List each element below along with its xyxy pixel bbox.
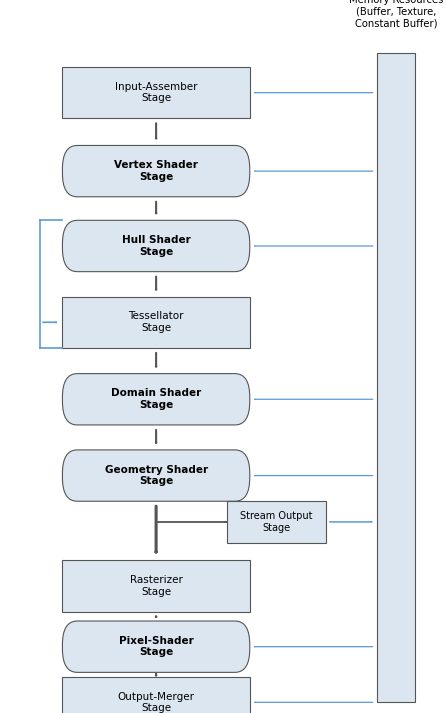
- FancyBboxPatch shape: [62, 677, 250, 713]
- Text: Hull Shader
Stage: Hull Shader Stage: [122, 235, 190, 257]
- Text: Vertex Shader
Stage: Vertex Shader Stage: [114, 160, 198, 182]
- FancyBboxPatch shape: [62, 67, 250, 118]
- Text: Output-Merger
Stage: Output-Merger Stage: [118, 692, 194, 713]
- FancyBboxPatch shape: [227, 501, 326, 543]
- FancyBboxPatch shape: [62, 621, 250, 672]
- Text: Input-Assember
Stage: Input-Assember Stage: [115, 82, 197, 103]
- Text: Domain Shader
Stage: Domain Shader Stage: [111, 389, 201, 410]
- Text: Geometry Shader
Stage: Geometry Shader Stage: [104, 465, 208, 486]
- Text: Memory Resources
(Buffer, Texture,
Constant Buffer): Memory Resources (Buffer, Texture, Const…: [349, 0, 443, 29]
- FancyBboxPatch shape: [62, 220, 250, 272]
- Text: Stream Output
Stage: Stream Output Stage: [240, 511, 313, 533]
- Text: Pixel-Shader
Stage: Pixel-Shader Stage: [119, 636, 194, 657]
- Text: Tessellator
Stage: Tessellator Stage: [128, 312, 184, 333]
- FancyBboxPatch shape: [62, 374, 250, 425]
- FancyBboxPatch shape: [62, 450, 250, 501]
- Text: Rasterizer
Stage: Rasterizer Stage: [130, 575, 182, 597]
- FancyBboxPatch shape: [377, 53, 415, 702]
- FancyBboxPatch shape: [62, 297, 250, 348]
- FancyBboxPatch shape: [62, 560, 250, 612]
- FancyBboxPatch shape: [62, 145, 250, 197]
